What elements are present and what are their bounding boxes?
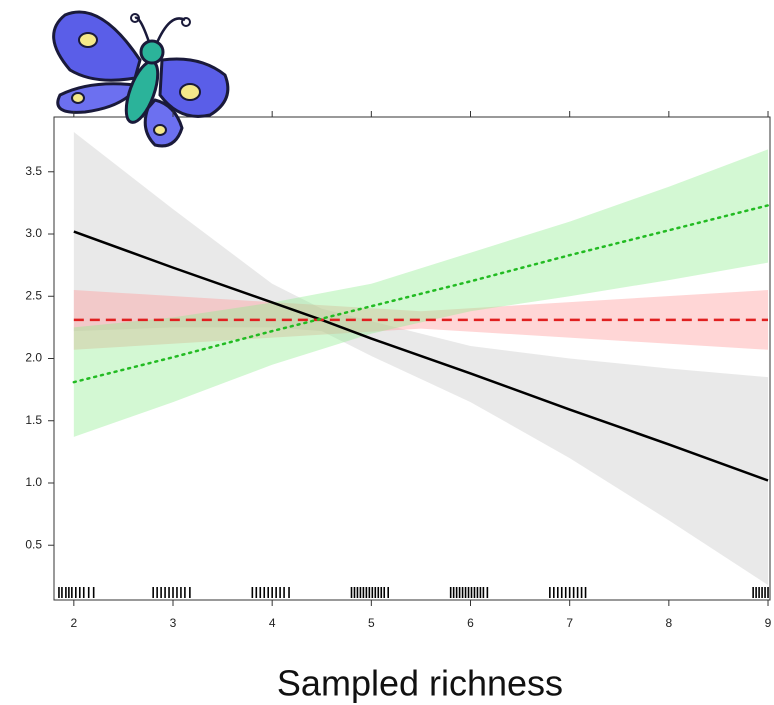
x-tick-label: 4 (269, 616, 276, 630)
fit-line (72, 204, 770, 384)
confidence-band (73, 131, 769, 586)
y-tick-label: 2.5 (25, 288, 42, 302)
x-tick-label: 8 (666, 616, 673, 630)
y-tick-label: 1.0 (25, 475, 42, 489)
x-tick-label: 3 (170, 616, 177, 630)
confidence-band (73, 290, 769, 350)
y-tick-label: 0.5 (25, 537, 42, 551)
x-tick-label: 7 (566, 616, 573, 630)
fit-line (73, 230, 769, 482)
x-tick-label: 2 (70, 616, 77, 630)
y-tick-label: 3.0 (25, 226, 42, 240)
plot-area (58, 131, 770, 598)
y-tick-label: 1.5 (25, 413, 42, 427)
x-tick-label: 5 (368, 616, 375, 630)
butterfly-icon (52, 10, 230, 148)
y-tick-label: 2.0 (25, 351, 42, 365)
x-axis-label: Sampled richness (277, 663, 563, 704)
y-tick-label: 3.5 (25, 164, 42, 178)
x-tick-label: 9 (765, 616, 772, 630)
x-tick-label: 6 (467, 616, 474, 630)
